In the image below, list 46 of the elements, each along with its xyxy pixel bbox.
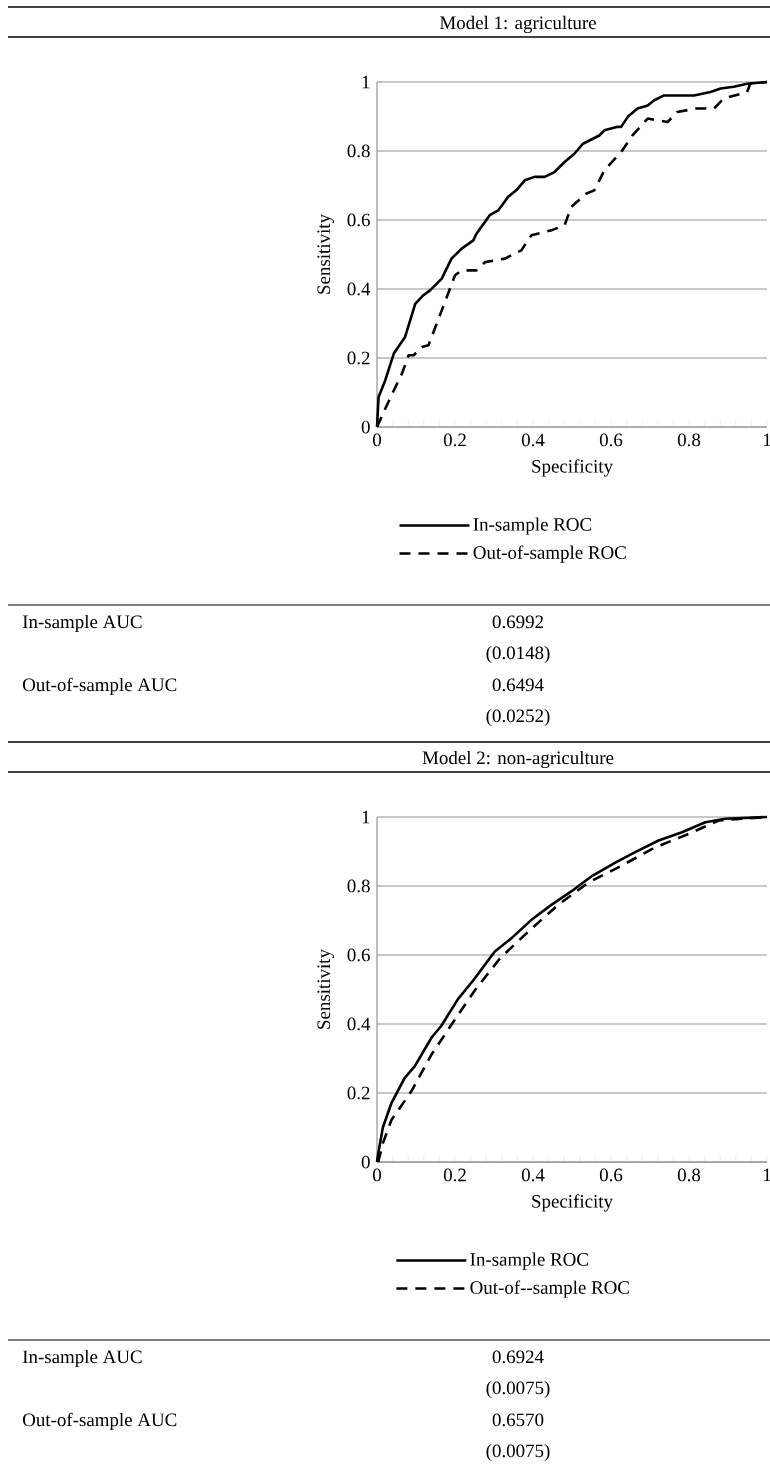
x-tick-label: 0	[373, 1168, 382, 1182]
text: (0.0252)	[486, 708, 550, 727]
y-tick-label: 0.4	[347, 1017, 371, 1031]
text: 0.6494	[492, 678, 544, 692]
x-axis-title: Specificity	[532, 1194, 613, 1212]
text: 0.6992	[492, 615, 543, 629]
legend-label: Out-of--sample ROC	[470, 1280, 629, 1298]
x-tick-label: 0.6	[599, 1168, 623, 1182]
text: (0.0148)	[486, 645, 550, 664]
text: In-sample AUC	[22, 614, 142, 633]
y-tick-label: 0	[361, 1155, 370, 1169]
y-tick-label: 1	[362, 810, 370, 824]
y-tick-label: 0.6	[347, 948, 370, 962]
x-tick-label: 0.2	[443, 433, 466, 447]
text: 0.6924	[492, 1350, 544, 1364]
text: Out-of-sample AUC	[22, 1412, 177, 1431]
x-tick-label: 1	[763, 1168, 770, 1182]
x-tick-label: 0.2	[443, 1168, 466, 1182]
y-tick-label: 0.2	[347, 351, 370, 365]
y-tick-label: 0.4	[347, 282, 371, 296]
text: (0.0075)	[486, 1443, 550, 1462]
x-axis-title: Specificity	[532, 459, 613, 477]
y-tick-label: 0.8	[347, 144, 370, 158]
x-tick-label: 0.4	[521, 433, 545, 447]
y-axis-title: Sensitivity	[317, 949, 335, 1029]
x-tick-label: 0.8	[677, 1168, 701, 1182]
legend-label: In-sample ROC	[473, 517, 592, 535]
legend-label: In-sample ROC	[470, 1252, 588, 1270]
x-tick-label: 0	[373, 433, 382, 447]
text: 0.6570	[492, 1413, 544, 1427]
x-tick-label: 0.4	[521, 1168, 545, 1182]
x-tick-label: 0.8	[677, 433, 701, 447]
text: In-sample AUC	[22, 1349, 142, 1368]
text: (0.0075)	[486, 1380, 550, 1399]
text: Out-of-sample AUC	[22, 677, 177, 696]
y-tick-label: 0.2	[347, 1086, 370, 1100]
x-tick-label: 0.6	[599, 433, 623, 447]
chart-title: Model 1: agriculture	[439, 15, 596, 34]
chart-title: Model 2: non-agriculture	[422, 750, 614, 769]
legend-label: Out-of-sample ROC	[473, 545, 626, 563]
y-tick-label: 0	[361, 420, 370, 434]
y-tick-label: 1	[362, 75, 370, 89]
y-tick-label: 0.8	[347, 879, 370, 893]
y-tick-label: 0.6	[347, 213, 370, 227]
y-axis-title: Sensitivity	[317, 214, 335, 294]
x-tick-label: 1	[763, 433, 770, 447]
